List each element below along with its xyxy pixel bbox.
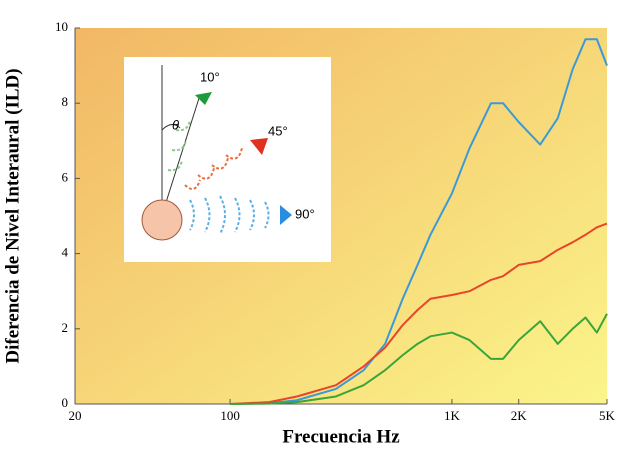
- inset-label: 90°: [295, 206, 315, 221]
- inset-waves: [167, 119, 270, 235]
- inset-label: θ: [172, 117, 179, 132]
- y-tick-label: 8: [62, 94, 69, 109]
- inset-head: [141, 199, 183, 241]
- y-tick-label: 4: [62, 245, 69, 260]
- y-tick-label: 6: [62, 169, 69, 184]
- y-axis-title: Diferencia de Nivel Interaural (ILD): [2, 68, 23, 363]
- x-tick-label: 100: [220, 408, 240, 423]
- inset-arrow: [195, 92, 212, 105]
- inset-label: 45°: [268, 123, 288, 138]
- x-tick-label: 1K: [444, 408, 461, 423]
- y-tick-label: 2: [62, 320, 69, 335]
- x-tick-label: 20: [69, 408, 82, 423]
- x-axis-title: Frecuencia Hz: [282, 426, 400, 447]
- y-tick-label: 10: [55, 19, 68, 34]
- inset-ray: [161, 94, 201, 216]
- inset-label: 10°: [200, 69, 220, 84]
- series-line: [230, 222, 608, 405]
- y-tick-label: 0: [62, 395, 69, 410]
- series-line: [230, 38, 608, 405]
- inset-arrow: [250, 138, 268, 155]
- x-tick-label: 5K: [599, 408, 616, 423]
- inset-arc: [161, 124, 181, 131]
- inset: 90° 45° 10° θ: [124, 57, 331, 262]
- x-tick-label: 2K: [511, 408, 528, 423]
- series-line: [230, 313, 608, 405]
- inset-arrow: [280, 205, 292, 225]
